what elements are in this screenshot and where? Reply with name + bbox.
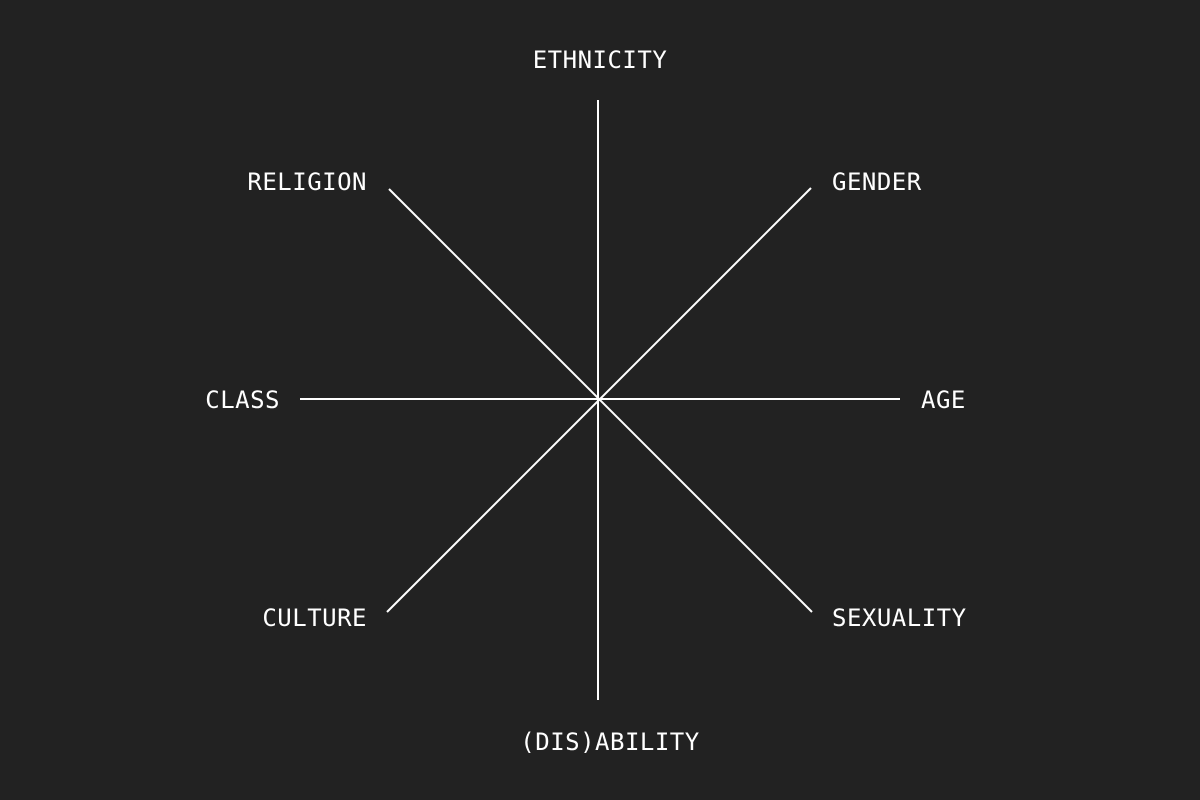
axis-diagonal-gender-culture (386, 187, 812, 613)
label-religion: RELIGION (247, 168, 367, 196)
label-class: CLASS (205, 386, 280, 414)
label-gender: GENDER (832, 168, 922, 196)
label-disability: (DIS)ABILITY (520, 728, 700, 756)
label-sexuality: SEXUALITY (832, 604, 967, 632)
label-culture: CULTURE (262, 604, 367, 632)
axis-diagonal-religion-sexuality (388, 188, 813, 613)
label-ethnicity: ETHNICITY (532, 46, 668, 74)
label-age: AGE (921, 386, 966, 414)
